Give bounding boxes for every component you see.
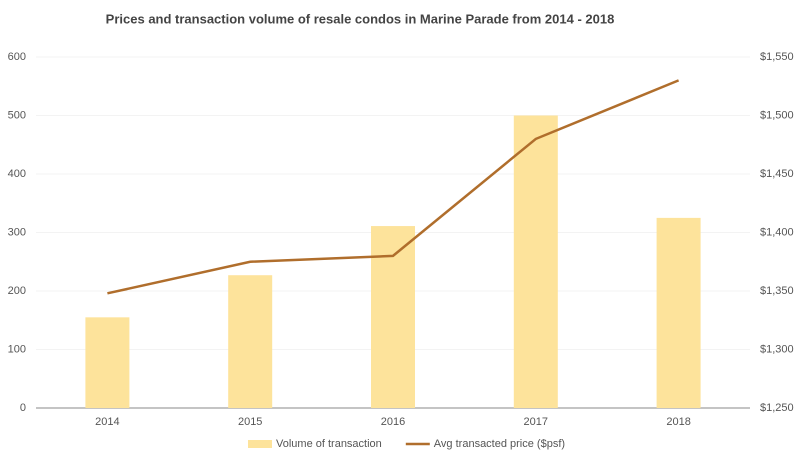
y2-tick-label: $1,450	[760, 168, 794, 180]
bar	[85, 317, 130, 408]
x-tick-label: 2015	[238, 416, 262, 428]
x-tick-label: 2018	[666, 416, 690, 428]
y2-tick-label: $1,350	[760, 285, 794, 297]
x-tick-label: 2017	[524, 416, 548, 428]
line	[107, 79, 680, 295]
legend-label: Volume of transaction	[276, 438, 382, 450]
y-tick-label: 100	[8, 343, 26, 355]
bar	[513, 115, 558, 408]
y-tick-label: 200	[8, 285, 26, 297]
y2-tick-label: $1,500	[760, 109, 794, 121]
y2-tick-label: $1,400	[760, 226, 794, 238]
y-tick-label: 0	[20, 402, 26, 414]
legend-swatch	[248, 440, 272, 448]
bar	[228, 275, 273, 408]
x-tick-label: 2016	[381, 416, 405, 428]
bar	[371, 226, 415, 408]
x-tick-label: 2014	[95, 416, 119, 428]
y-tick-label: 300	[8, 226, 26, 238]
chart-title: Prices and transaction volume of resale …	[106, 11, 615, 26]
bar	[656, 217, 701, 408]
y-tick-label: 400	[8, 168, 26, 180]
y2-tick-label: $1,250	[760, 402, 794, 414]
y-tick-label: 500	[8, 109, 26, 121]
y2-tick-label: $1,300	[760, 343, 794, 355]
legend-label: Avg transacted price ($psf)	[434, 438, 565, 450]
y-tick-label: 600	[8, 51, 26, 63]
y2-tick-label: $1,550	[760, 51, 794, 63]
